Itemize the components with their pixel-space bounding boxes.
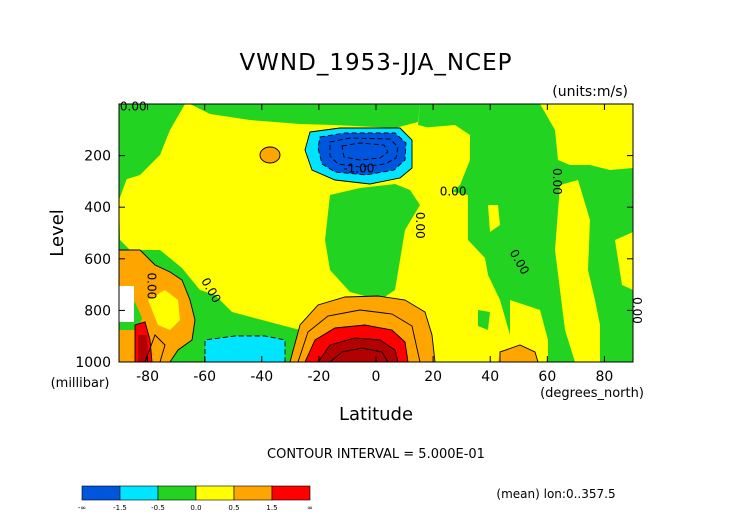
x-tick-label-0: -80 xyxy=(136,369,159,385)
colorbar: -∞ -1.5 -0.5 0.0 0.5 1.5 ∞ xyxy=(78,485,313,512)
contour-left-orange xyxy=(119,249,196,362)
field-green-lower-right xyxy=(478,310,490,330)
field-darkred-lower-left xyxy=(138,335,148,362)
contour-pos-core-2 xyxy=(297,309,421,362)
field-green-tongue-center xyxy=(325,184,420,300)
x-tick-label-7: 60 xyxy=(538,369,556,385)
contour-pos-core-1 xyxy=(289,295,436,362)
field-yellow-right-strip xyxy=(555,180,600,362)
contour-neg-jet-2 xyxy=(329,137,399,168)
contour-orange-blob xyxy=(259,146,281,164)
contour-label-2: 0.00 xyxy=(440,185,467,199)
colorbar-label-1: -1.5 xyxy=(113,504,127,512)
field-cyan-lower-left xyxy=(205,336,285,362)
colorbar-bin-0 xyxy=(81,485,121,501)
y-tick-label-2: 600 xyxy=(84,252,111,268)
field-yellow-mid-right xyxy=(418,125,470,195)
x-tick-label-1: -60 xyxy=(193,369,216,385)
x-tick-label-4: 0 xyxy=(372,369,381,385)
colorbar-bin-2 xyxy=(157,485,197,501)
contour-lines xyxy=(119,127,539,362)
contour-label-6: 0.00 xyxy=(145,273,159,300)
colorbar-bin-5 xyxy=(271,485,311,501)
colorbar-label-3: 0.0 xyxy=(190,504,201,512)
x-tick-label-6: 40 xyxy=(481,369,499,385)
field-green-upper-mid xyxy=(190,104,420,128)
contour-right-orange xyxy=(499,344,539,362)
x-tick-label-3: -20 xyxy=(307,369,330,385)
field-yellow-small-right xyxy=(488,205,500,232)
colorbar-bin-3 xyxy=(195,485,235,501)
y-tick-label-1: 400 xyxy=(84,200,111,216)
y-tick-label-4: 1000 xyxy=(75,355,111,371)
contour-neg-jet-outer xyxy=(304,127,413,185)
field-yellow-right-small xyxy=(615,232,633,290)
colorbar-label-2: -0.5 xyxy=(151,504,165,512)
contour-interval-label: CONTOUR INTERVAL = 5.000E-01 xyxy=(267,447,485,462)
field-yellow-central xyxy=(119,104,510,362)
contour-pos-core-5 xyxy=(329,347,389,362)
x-tick-label-5: 20 xyxy=(424,369,442,385)
x-tick-label-2: -40 xyxy=(250,369,273,385)
colorbar-label-0: -∞ xyxy=(78,504,86,512)
x-tick-label-8: 80 xyxy=(596,369,614,385)
colorbar-bin-1 xyxy=(119,485,159,501)
contour-field xyxy=(119,104,633,362)
contour-label-0: 0.00 xyxy=(120,99,147,113)
units-label: (units:m/s) xyxy=(552,84,628,100)
x-axis-title: Latitude xyxy=(339,404,413,425)
y-axis-title: Level xyxy=(47,209,68,257)
field-orange-blob-upper xyxy=(260,147,280,163)
contour-label-8: 0.00 xyxy=(630,297,644,324)
x-units-label: (degrees_north) xyxy=(540,386,644,401)
y-axis: 200 400 600 800 1000 xyxy=(75,149,633,371)
colorbar-bin-4 xyxy=(233,485,273,501)
colorbar-label-4: 0.5 xyxy=(228,504,239,512)
footnote: (mean) lon:0..357.5 xyxy=(496,487,615,501)
y-units-label: (millibar) xyxy=(51,376,110,391)
x-axis: -80 -60 -40 -20 0 20 40 60 80 xyxy=(136,104,613,385)
contour-cyan-lower xyxy=(204,335,286,362)
y-tick-label-0: 200 xyxy=(84,149,111,165)
field-yellow-lower-left xyxy=(148,290,180,330)
field-green-upper-left xyxy=(119,104,185,182)
contour-label-3: 0.00 xyxy=(413,212,427,239)
field-yellow-right-top xyxy=(540,104,633,170)
contour-label-4: 0.00 xyxy=(550,168,564,195)
y-tick-label-3: 800 xyxy=(84,303,111,319)
contour-pos-core-3 xyxy=(304,324,409,362)
contour-pos-core-4 xyxy=(317,337,399,362)
field-darkred-core xyxy=(318,338,398,362)
contour-label-1: -1.00 xyxy=(343,161,374,175)
chart-title: VWND_1953-JJA_NCEP xyxy=(239,50,512,76)
colorbar-label-6: ∞ xyxy=(307,504,313,512)
contour-left-inner xyxy=(144,334,166,362)
contour-neg-jet-1 xyxy=(317,132,407,176)
field-missing xyxy=(119,286,134,322)
colorbar-label-5: 1.5 xyxy=(266,504,277,512)
